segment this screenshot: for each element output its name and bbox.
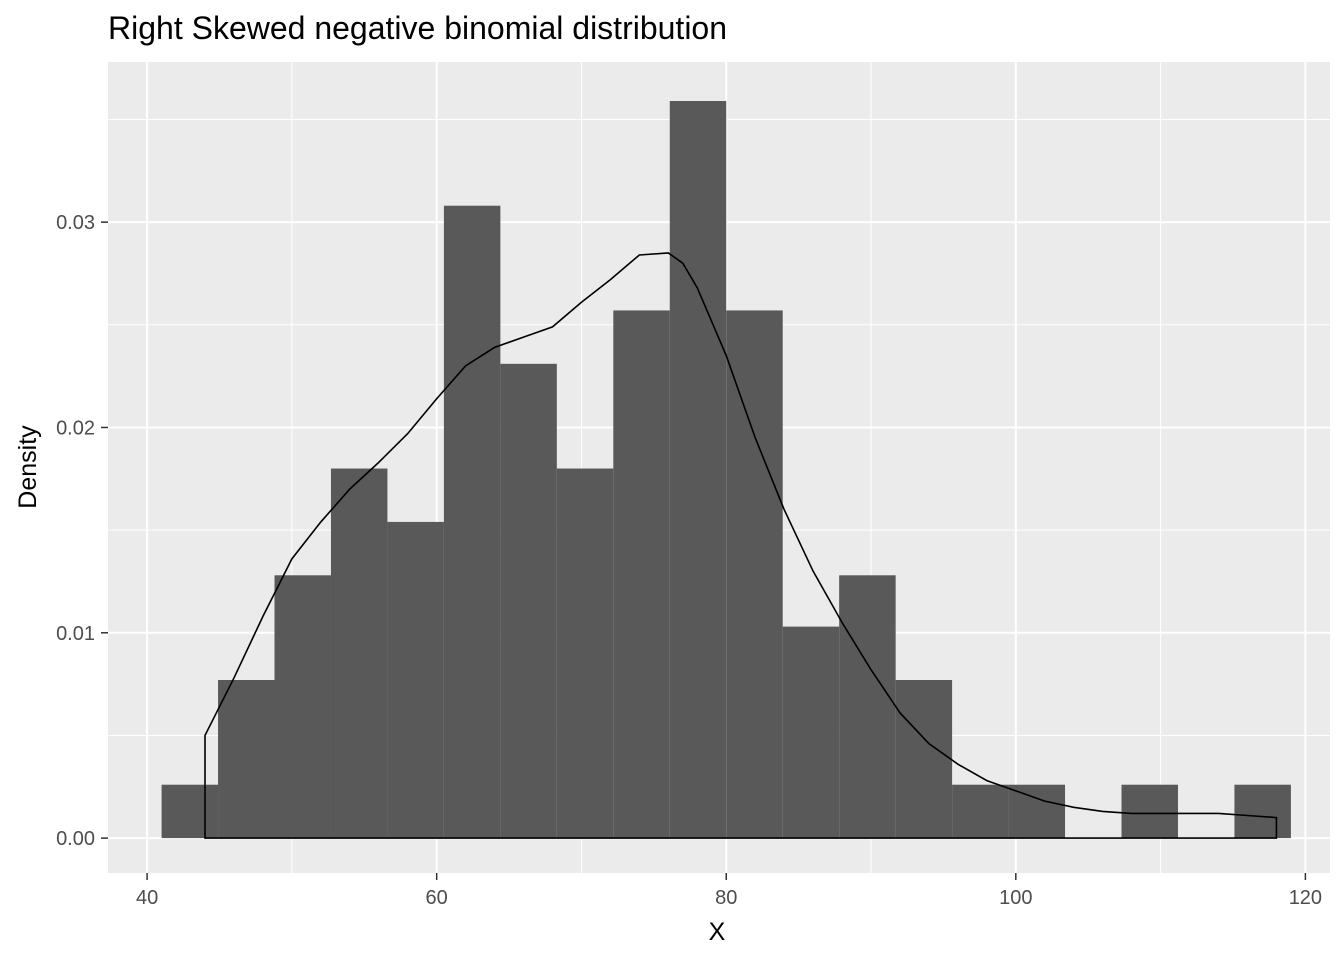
- histogram-bars: [161, 101, 1291, 839]
- histogram-bar: [726, 310, 783, 839]
- y-tick-label: 0.00: [56, 828, 95, 850]
- histogram-bar: [839, 575, 896, 839]
- histogram-bar: [330, 468, 388, 839]
- x-axis-title: X: [709, 918, 726, 946]
- histogram-bar: [274, 575, 331, 839]
- histogram-bar: [782, 626, 840, 839]
- histogram-bar: [669, 101, 727, 839]
- y-tick-label: 0.02: [56, 417, 95, 439]
- density-curve: [204, 252, 1278, 839]
- y-tick-label: 0.03: [56, 212, 95, 234]
- histogram-bar: [1234, 784, 1291, 839]
- y-tick-label: 0.01: [56, 623, 95, 645]
- histogram-bar: [218, 680, 275, 839]
- x-tick-label: 100: [999, 887, 1032, 909]
- histogram-bar: [556, 468, 614, 839]
- histogram-bar: [500, 363, 557, 839]
- x-tick-label: 80: [715, 887, 737, 909]
- histogram-bar: [613, 310, 670, 839]
- y-axis: 0.00 0.01 0.02 0.03: [56, 212, 108, 850]
- histogram-bar: [161, 784, 219, 839]
- histogram-bar: [443, 205, 501, 839]
- chart-title: Right Skewed negative binomial distribut…: [108, 10, 728, 46]
- histogram-bar: [1008, 784, 1066, 839]
- x-axis: 40 60 80 100 120: [136, 873, 1322, 909]
- x-tick-label: 120: [1289, 887, 1322, 909]
- histogram-bar: [387, 521, 444, 839]
- x-tick-label: 60: [426, 887, 448, 909]
- x-tick-label: 40: [136, 887, 158, 909]
- histogram-bar: [952, 784, 1009, 839]
- histogram-bar: [1121, 784, 1178, 839]
- histogram-bar: [895, 680, 953, 839]
- y-axis-title: Density: [14, 425, 42, 509]
